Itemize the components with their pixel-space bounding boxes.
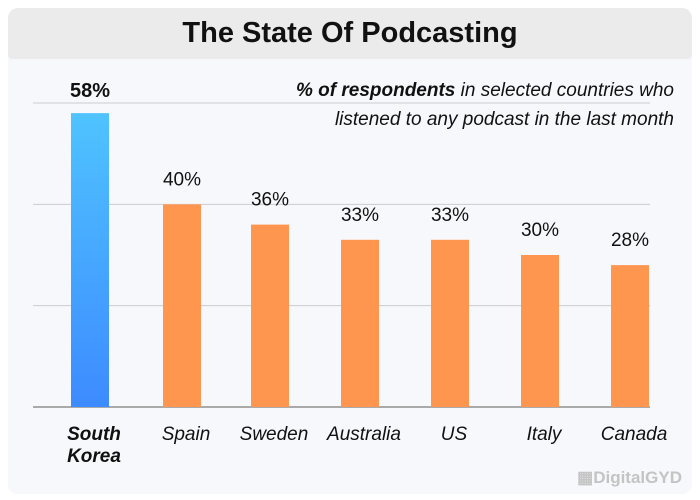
subtitle-bold: % of respondents <box>295 80 456 101</box>
bar-sweden <box>251 224 289 407</box>
data-label: 58% <box>70 80 110 102</box>
watermark-text: DigitalGYD <box>593 468 682 487</box>
category-label: US <box>441 424 468 445</box>
category-label: Canada <box>601 424 668 445</box>
digitalgyd-logo: ▦DigitalGYD <box>577 468 682 487</box>
data-label: 40% <box>163 169 201 190</box>
subtitle-rest: in selected countries who <box>455 80 674 101</box>
data-label: 30% <box>521 220 559 241</box>
category-label: Italy <box>527 424 563 445</box>
bar-spain <box>163 204 201 407</box>
bar-australia <box>341 239 379 407</box>
bar-italy <box>521 255 559 407</box>
bar-us <box>431 239 469 407</box>
data-label: 28% <box>611 230 649 251</box>
category-label: Spain <box>162 424 211 445</box>
title-bar: The State Of Podcasting <box>8 8 692 59</box>
chart-subtitle: % of respondents in selected countries w… <box>296 76 674 134</box>
bar-canada <box>611 265 649 407</box>
chart-title: The State Of Podcasting <box>182 17 518 49</box>
data-label: 33% <box>431 205 469 226</box>
data-label: 36% <box>251 190 289 211</box>
subtitle-line2: listened to any podcast in the last mont… <box>334 109 674 130</box>
category-label: Australia <box>326 424 401 445</box>
category-label: Korea <box>67 446 121 467</box>
category-label: Sweden <box>240 424 309 445</box>
category-label: South <box>67 424 121 445</box>
data-label: 33% <box>341 205 379 226</box>
bar-south-korea <box>71 113 109 407</box>
